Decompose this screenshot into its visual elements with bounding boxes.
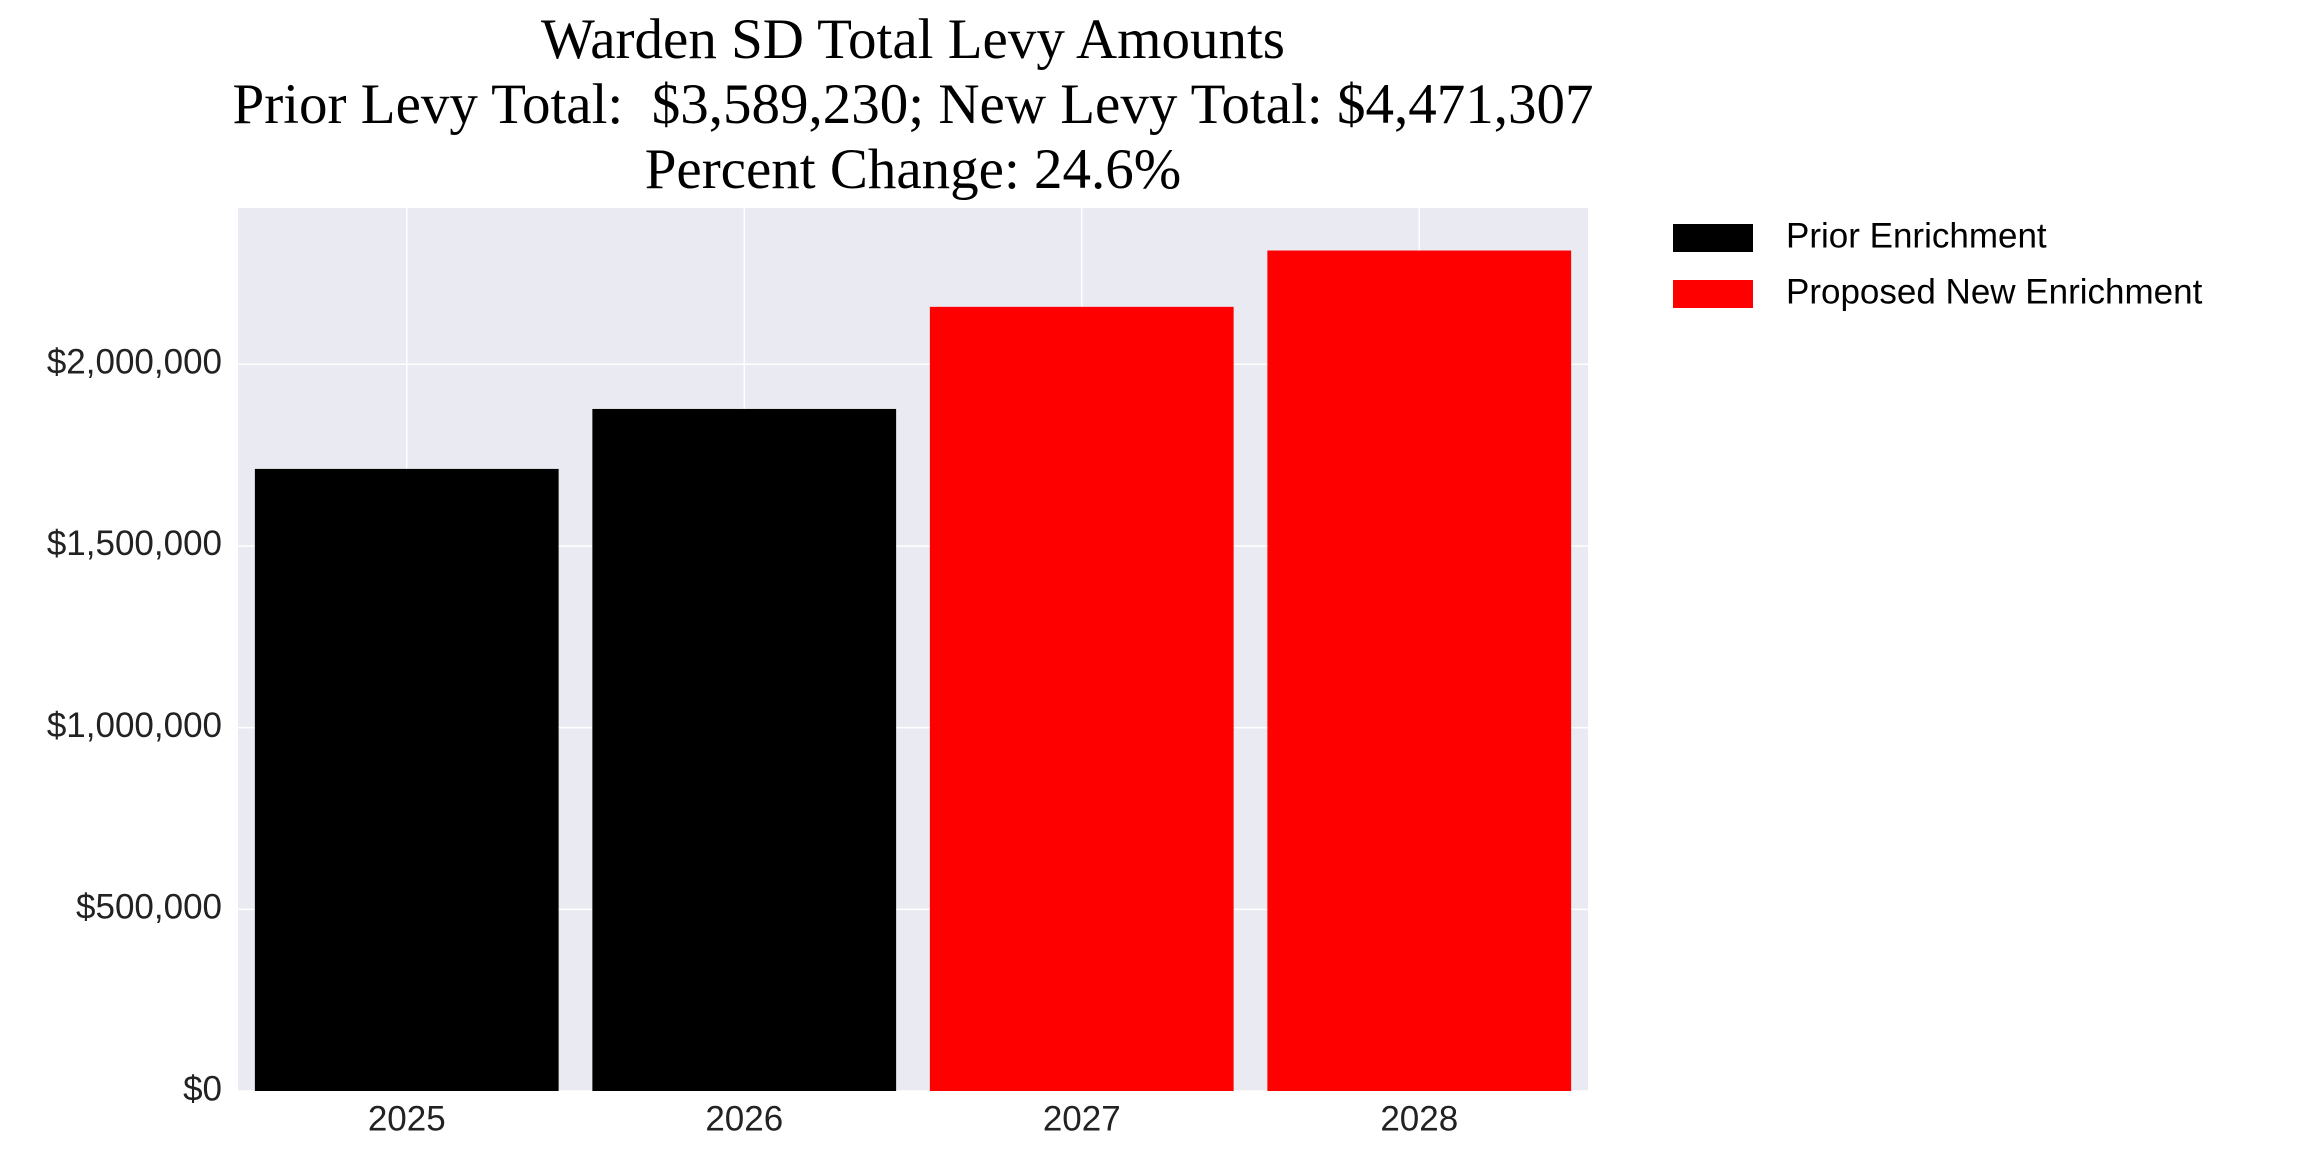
y-tick-label: $2,000,000: [47, 343, 222, 382]
x-tick-label: 2028: [1380, 1099, 1458, 1138]
legend-label: Prior Enrichment: [1786, 216, 2047, 255]
bar: [254, 468, 559, 1091]
legend-swatch: [1673, 224, 1753, 252]
bar: [1267, 250, 1572, 1091]
y-tick-label: $0: [183, 1069, 222, 1108]
bar: [929, 306, 1234, 1091]
chart-subtitle: Percent Change: 24.6%: [645, 138, 1182, 201]
x-tick-label: 2025: [368, 1099, 446, 1138]
legend-swatch: [1673, 280, 1753, 308]
x-tick-label: 2026: [705, 1099, 783, 1138]
legend-label: Proposed New Enrichment: [1786, 272, 2203, 311]
y-tick-label: $1,500,000: [47, 524, 222, 563]
chart-title: Warden SD Total Levy Amounts: [541, 8, 1285, 71]
y-tick-label: $1,000,000: [47, 706, 222, 745]
bar: [592, 408, 897, 1092]
chart-subtitle: Prior Levy Total: $3,589,230; New Levy T…: [233, 73, 1594, 136]
x-tick-label: 2027: [1043, 1099, 1121, 1138]
y-tick-label: $500,000: [76, 888, 222, 927]
